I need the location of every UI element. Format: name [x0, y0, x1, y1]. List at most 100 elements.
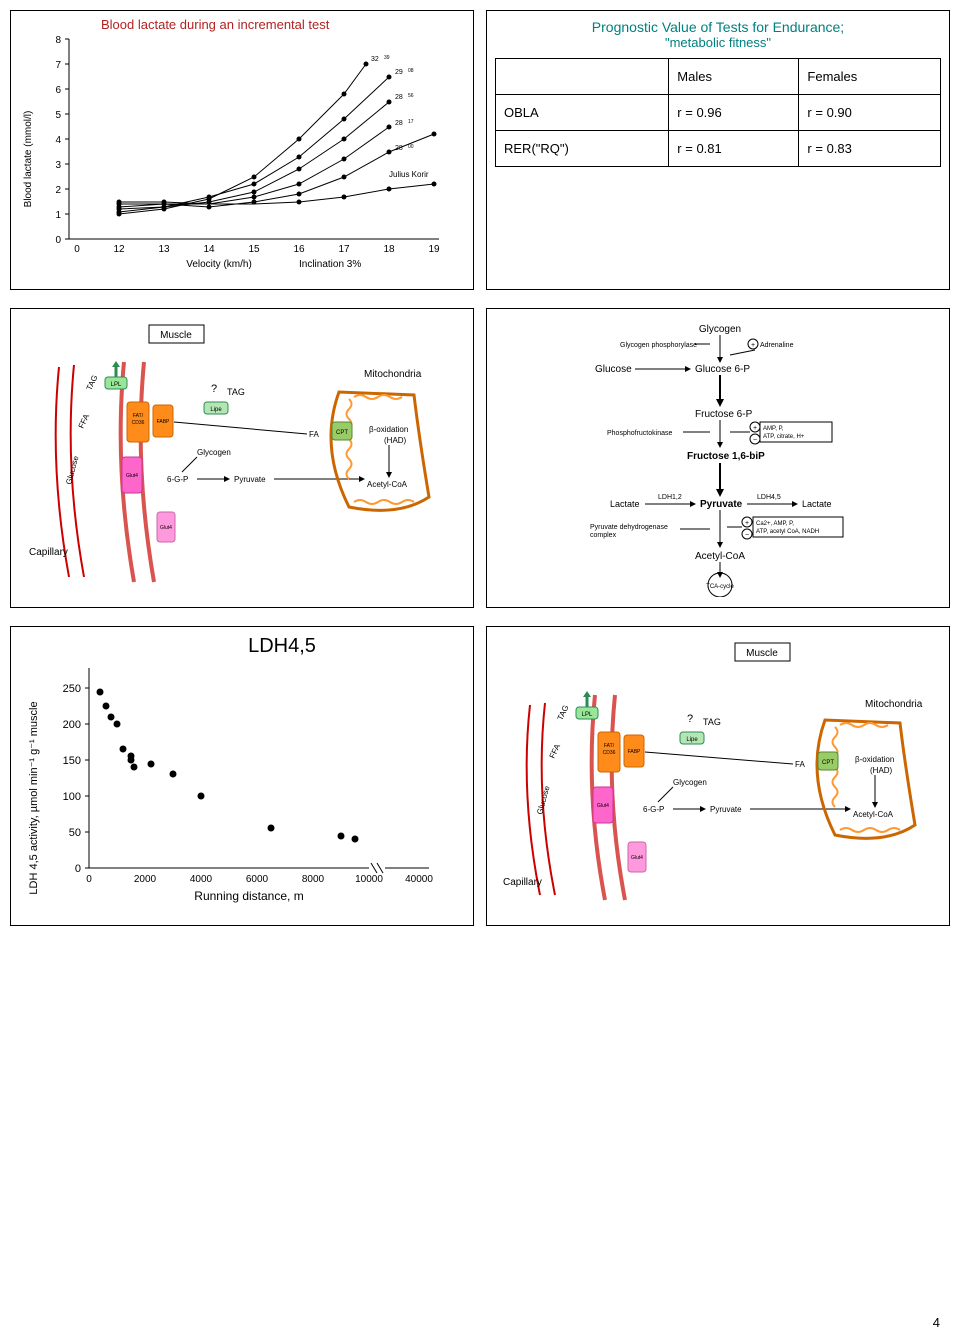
- svg-text:FFA: FFA: [548, 742, 563, 760]
- svg-text:LDH1,2: LDH1,2: [658, 494, 682, 501]
- svg-text:Ca2+, AMP, P,: Ca2+, AMP, P,: [756, 521, 794, 527]
- svg-text:Mitochondria: Mitochondria: [865, 699, 923, 710]
- muscle-diagram-panel: Muscle LPL TAG FFA Glucose FAT/ CD36 FAB…: [10, 308, 474, 608]
- inclination-label: Inclination 3%: [299, 259, 361, 270]
- svg-text:(HAD): (HAD): [870, 766, 893, 775]
- svg-text:8: 8: [55, 35, 61, 46]
- svg-text:FABP: FABP: [157, 419, 170, 425]
- svg-text:50: 50: [69, 827, 81, 839]
- svg-text:14: 14: [203, 244, 215, 255]
- svg-text:0: 0: [74, 244, 80, 255]
- svg-text:Glut4: Glut4: [160, 525, 172, 531]
- table-row: RER("RQ") r = 0.81 r = 0.83: [496, 131, 941, 167]
- muscle-diagram-panel-2: Muscle LPL TAG FFA Glucose FAT/ CD36 FAB…: [486, 626, 950, 926]
- svg-text:4: 4: [55, 135, 61, 146]
- svg-text:Lipe: Lipe: [686, 737, 698, 743]
- svg-text:0: 0: [55, 235, 61, 246]
- svg-text:LDH4,5: LDH4,5: [757, 494, 781, 501]
- svg-text:8000: 8000: [302, 874, 325, 885]
- ldh-ylabel: LDH 4,5 activity, µmol min⁻¹ g⁻¹ muscle: [28, 701, 40, 894]
- svg-text:100: 100: [63, 791, 81, 803]
- svg-text:6000: 6000: [246, 874, 269, 885]
- table-header: [496, 59, 669, 95]
- prognostic-panel: Prognostic Value of Tests for Endurance;…: [486, 10, 950, 290]
- end-labels: 3239 2908 2856 2817 2800: [371, 55, 414, 152]
- svg-text:5: 5: [55, 110, 61, 121]
- svg-text:LPL: LPL: [582, 712, 593, 718]
- lactate-title: Blood lactate during an incremental test: [101, 17, 329, 32]
- svg-text:+: +: [745, 520, 749, 527]
- svg-text:250: 250: [63, 683, 81, 695]
- svg-text:TAG: TAG: [703, 717, 721, 727]
- svg-text:0: 0: [75, 863, 81, 875]
- svg-text:Lipe: Lipe: [210, 407, 222, 413]
- svg-text:17: 17: [408, 119, 414, 125]
- table-row: OBLA r = 0.96 r = 0.90: [496, 95, 941, 131]
- ldh-points: [97, 689, 359, 843]
- svg-text:6-G-P: 6-G-P: [167, 475, 188, 484]
- table-header: Females: [799, 59, 941, 95]
- svg-text:FFA: FFA: [77, 412, 92, 430]
- svg-text:TAG: TAG: [227, 387, 245, 397]
- svg-text:FAT/: FAT/: [604, 743, 615, 749]
- svg-text:2: 2: [55, 185, 61, 196]
- ldh-chart-svg: LDH 4,5 activity, µmol min⁻¹ g⁻¹ muscle …: [19, 658, 459, 918]
- capillary-label: Capillary: [29, 547, 68, 558]
- svg-text:CD36: CD36: [132, 420, 145, 426]
- svg-text:28: 28: [395, 120, 403, 127]
- ldh-xlabel: Running distance, m: [194, 889, 303, 903]
- prognostic-title: Prognostic Value of Tests for Endurance;: [495, 19, 941, 35]
- row-1: Blood lactate during an incremental test…: [10, 10, 950, 290]
- svg-text:complex: complex: [590, 532, 617, 539]
- svg-text:Lactate: Lactate: [610, 499, 640, 509]
- svg-text:Muscle: Muscle: [746, 648, 778, 659]
- svg-text:Pyruvate: Pyruvate: [234, 475, 266, 484]
- svg-text:?: ?: [211, 383, 217, 395]
- svg-text:Acetyl-CoA: Acetyl-CoA: [367, 480, 408, 489]
- svg-text:FA: FA: [795, 760, 805, 769]
- svg-text:28: 28: [395, 94, 403, 101]
- svg-text:Glycogen: Glycogen: [673, 778, 707, 787]
- glycolysis-panel: Glycogen Glycogen phosphorylase Adrenali…: [486, 308, 950, 608]
- svg-text:+: +: [753, 425, 757, 432]
- svg-text:Glut4: Glut4: [126, 473, 138, 479]
- svg-text:Capillary: Capillary: [503, 877, 542, 888]
- svg-text:3: 3: [55, 160, 61, 171]
- svg-text:13: 13: [158, 244, 170, 255]
- svg-text:1: 1: [55, 210, 61, 221]
- svg-text:4000: 4000: [190, 874, 213, 885]
- svg-text:6: 6: [55, 85, 61, 96]
- svg-text:19: 19: [428, 244, 440, 255]
- glycolysis-svg: Glycogen Glycogen phosphorylase Adrenali…: [495, 317, 935, 597]
- svg-text:Glycogen: Glycogen: [699, 324, 741, 335]
- svg-text:ATP, acetyl CoA, NADH: ATP, acetyl CoA, NADH: [756, 529, 819, 535]
- svg-text:AMP, P,: AMP, P,: [763, 426, 784, 432]
- svg-text:Glucose: Glucose: [64, 454, 80, 485]
- svg-text:Lactate: Lactate: [802, 499, 832, 509]
- svg-text:FA: FA: [309, 430, 319, 439]
- svg-text:2000: 2000: [134, 874, 157, 885]
- svg-text:32: 32: [371, 56, 379, 63]
- svg-text:Acetyl-CoA: Acetyl-CoA: [695, 551, 745, 562]
- svg-text:17: 17: [338, 244, 350, 255]
- svg-text:−: −: [753, 437, 757, 444]
- svg-text:Glycogen phosphorylase: Glycogen phosphorylase: [620, 342, 697, 349]
- svg-text:Fructose 1,6-biP: Fructose 1,6-biP: [687, 451, 765, 462]
- table-header: Males: [669, 59, 799, 95]
- svg-text:Pyruvate: Pyruvate: [710, 805, 742, 814]
- prognostic-subtitle: "metabolic fitness": [495, 35, 941, 50]
- y-ticks: 0 1 2 3 4 5 6 7 8: [55, 35, 69, 246]
- page-number: 4: [933, 1315, 940, 1330]
- svg-text:16: 16: [293, 244, 305, 255]
- svg-text:Acetyl-CoA: Acetyl-CoA: [853, 810, 894, 819]
- lactate-markers: [117, 62, 437, 217]
- svg-text:Glucose 6-P: Glucose 6-P: [695, 364, 750, 375]
- svg-text:10000: 10000: [355, 874, 383, 885]
- svg-text:+: +: [751, 342, 755, 349]
- svg-text:ATP, citrate, H+: ATP, citrate, H+: [763, 434, 805, 440]
- svg-text:29: 29: [395, 69, 403, 76]
- svg-text:39: 39: [384, 55, 390, 61]
- mitochondria-label: Mitochondria: [364, 369, 422, 380]
- svg-text:15: 15: [248, 244, 260, 255]
- lpl-label: LPL: [111, 382, 122, 388]
